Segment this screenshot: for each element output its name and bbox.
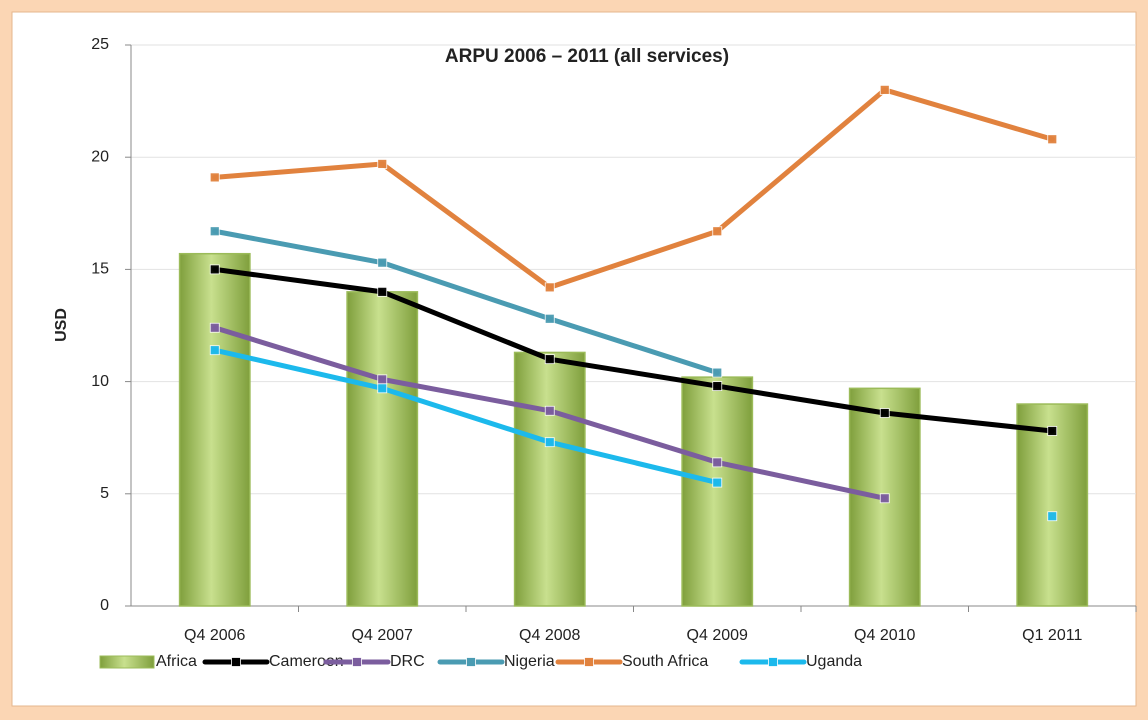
line-marker: [712, 381, 723, 391]
line-marker: [712, 457, 723, 468]
legend-marker: [466, 657, 476, 667]
line: [212, 228, 720, 376]
line-marker: [544, 313, 555, 324]
line-marker: [209, 322, 220, 333]
line-marker: [879, 408, 890, 418]
line-marker: [377, 383, 388, 394]
line-marker: [377, 257, 388, 268]
line-marker: [544, 354, 555, 365]
y-tick-label: 5: [100, 485, 109, 502]
legend-marker: [352, 657, 362, 667]
legend-label: Cameroon: [269, 653, 344, 670]
line-marker: [1047, 426, 1058, 436]
y-tick-label: 25: [91, 36, 109, 53]
line-marker: [209, 345, 220, 356]
y-tick-label: 0: [100, 597, 109, 614]
x-tick-label: Q4 2007: [352, 627, 413, 644]
line-marker: [544, 405, 555, 416]
x-tick-label: Q4 2008: [519, 627, 580, 644]
line-marker: [209, 172, 220, 183]
line-marker: [879, 493, 890, 504]
line-marker: [209, 264, 220, 275]
line-marker: [712, 477, 723, 488]
x-tick-label: Q4 2006: [184, 627, 245, 644]
bar: [178, 252, 251, 607]
x-tick-label: Q4 2010: [854, 627, 915, 644]
legend-marker: [231, 657, 241, 667]
bar: [513, 351, 586, 607]
legend-marker: [584, 657, 594, 667]
x-tick-label: Q1 2011: [1022, 627, 1082, 644]
y-tick-label: 10: [91, 373, 109, 390]
line-marker: [712, 226, 723, 237]
line-marker: [377, 286, 388, 297]
legend-label: South Africa: [622, 653, 708, 670]
line-marker: [544, 282, 555, 293]
x-tick-label: Q4 2009: [687, 627, 748, 644]
legend-label: Uganda: [806, 653, 862, 670]
y-axis-label: USD: [53, 308, 70, 342]
legend-label: Africa: [156, 653, 197, 670]
line-marker: [377, 159, 388, 169]
y-tick-label: 15: [91, 261, 109, 278]
line-marker: [712, 367, 723, 378]
legend-label: Nigeria: [504, 653, 555, 670]
legend-label: DRC: [390, 653, 425, 670]
line-marker: [879, 84, 890, 95]
legend-marker: [768, 657, 778, 667]
line-marker: [209, 226, 220, 237]
bar: [346, 291, 419, 607]
bar: [681, 376, 754, 607]
line-marker: [544, 437, 555, 448]
bar: [1016, 403, 1089, 607]
chart-title: ARPU 2006 – 2011 (all services): [445, 46, 729, 67]
line-marker: [377, 374, 388, 385]
legend-swatch: [99, 655, 155, 669]
line: [212, 87, 1055, 290]
line-marker: [1047, 511, 1058, 522]
line-marker: [1047, 134, 1058, 145]
line: [212, 266, 1055, 434]
y-tick-label: 20: [91, 148, 109, 165]
